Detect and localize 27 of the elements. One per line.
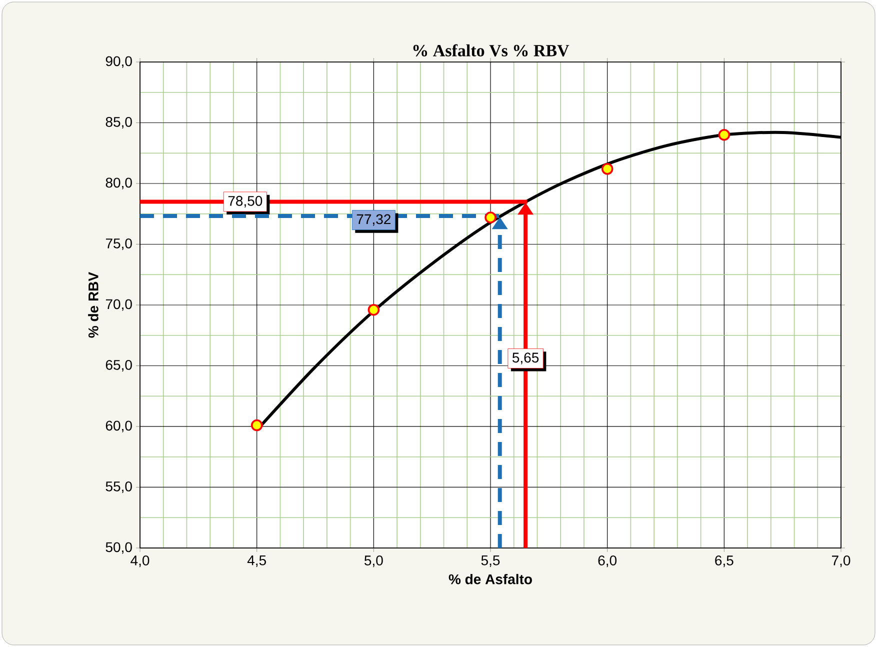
x-tick-label: 6,5: [715, 556, 734, 568]
y-tick-label: 85,0: [106, 116, 132, 129]
ref-line-label: 5,65: [512, 352, 539, 364]
y-tick-label: 50,0: [106, 542, 132, 554]
x-tick-label: 7,0: [832, 556, 850, 568]
chart-title: % Asfalto Vs % RBV: [413, 44, 570, 56]
x-tick-label: 5,5: [481, 556, 500, 567]
x-tick-label: 5,0: [364, 556, 383, 568]
y-tick-label: 75,0: [106, 238, 132, 250]
y-tick-label: 70,0: [106, 299, 132, 311]
y-axis-title: % de RBV: [88, 272, 98, 338]
point: [601, 163, 614, 175]
y-tick-label: 90,0: [106, 56, 132, 68]
y-tick-label: 80,0: [106, 178, 132, 190]
point: [250, 419, 263, 432]
y-tick-label: 55,0: [106, 481, 132, 494]
y-tick-label: 65,0: [106, 360, 132, 372]
point: [484, 212, 496, 224]
x-tick-label: 4,0: [130, 556, 150, 568]
x-axis-title: % de Asfalto: [448, 574, 532, 584]
x-tick-label: 4,5: [247, 556, 266, 567]
ref-line-label: 77,32: [356, 214, 390, 226]
point: [368, 304, 380, 316]
x-tick-label: 6,0: [598, 556, 617, 568]
y-tick-label: 60,0: [106, 420, 132, 432]
ref-line-label: 78,50: [228, 196, 262, 208]
point: [718, 128, 730, 141]
